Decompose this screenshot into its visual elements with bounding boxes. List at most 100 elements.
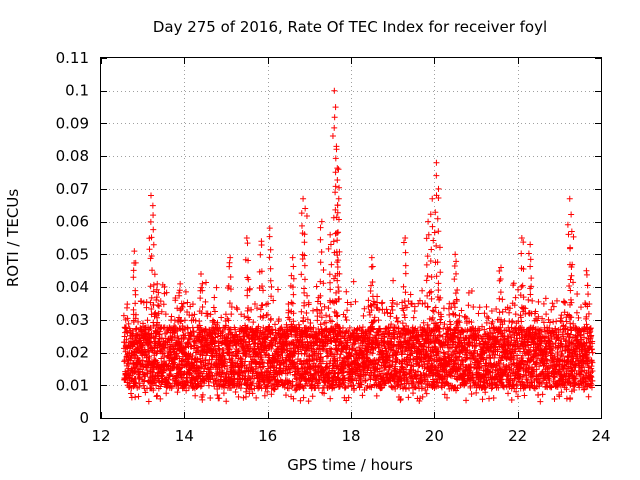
data-point xyxy=(476,304,483,311)
data-point xyxy=(300,314,307,321)
data-point xyxy=(153,382,160,389)
data-point xyxy=(184,299,191,306)
data-point xyxy=(441,350,448,357)
data-point xyxy=(294,344,301,351)
data-point xyxy=(271,386,278,393)
data-point xyxy=(343,317,350,324)
data-point xyxy=(436,332,443,339)
data-point xyxy=(208,372,215,379)
data-point xyxy=(216,395,223,402)
data-point xyxy=(319,358,326,365)
data-point xyxy=(424,378,431,385)
data-point xyxy=(215,345,222,352)
data-point xyxy=(124,360,131,367)
data-point xyxy=(174,305,181,312)
data-point xyxy=(411,344,418,351)
data-point xyxy=(415,368,422,375)
data-point xyxy=(337,351,344,358)
data-point xyxy=(123,328,130,335)
data-point xyxy=(247,343,254,350)
data-point xyxy=(140,382,147,389)
data-point xyxy=(320,339,327,346)
data-point xyxy=(270,297,277,304)
data-point xyxy=(418,384,425,391)
data-point xyxy=(543,311,550,318)
data-point xyxy=(258,354,265,361)
data-point xyxy=(232,326,239,333)
data-point xyxy=(369,350,376,357)
data-point xyxy=(263,368,270,375)
data-point xyxy=(437,319,444,326)
data-point xyxy=(374,299,381,306)
data-point xyxy=(316,376,323,383)
data-point xyxy=(153,393,160,400)
data-point xyxy=(172,295,179,302)
data-point xyxy=(435,287,442,294)
data-point xyxy=(483,319,490,326)
data-point xyxy=(196,369,203,376)
data-point xyxy=(235,393,242,400)
data-point xyxy=(264,382,271,389)
data-point xyxy=(567,395,574,402)
data-point xyxy=(201,365,208,372)
data-point xyxy=(455,324,462,331)
data-point xyxy=(383,306,390,313)
data-point xyxy=(399,299,406,306)
data-point xyxy=(446,325,453,332)
data-point xyxy=(435,348,442,355)
data-point xyxy=(451,304,458,311)
data-point xyxy=(400,385,407,392)
data-point xyxy=(362,377,369,384)
data-point xyxy=(240,369,247,376)
data-point xyxy=(265,324,272,331)
data-point xyxy=(388,321,395,328)
data-point xyxy=(505,390,512,397)
data-point xyxy=(348,359,355,366)
data-point xyxy=(454,350,461,357)
data-point xyxy=(313,364,320,371)
data-point xyxy=(282,392,289,399)
data-point xyxy=(420,319,427,326)
data-point xyxy=(196,318,203,325)
data-point xyxy=(446,318,453,325)
data-point xyxy=(537,398,544,405)
data-point xyxy=(142,389,149,396)
data-point xyxy=(157,325,164,332)
data-point xyxy=(367,331,374,338)
data-point xyxy=(139,357,146,364)
data-point xyxy=(124,315,131,322)
data-point xyxy=(248,306,255,313)
data-point xyxy=(272,335,279,342)
data-point xyxy=(241,313,248,320)
data-point xyxy=(159,350,166,357)
data-point xyxy=(171,322,178,329)
data-point xyxy=(233,331,240,338)
data-point xyxy=(413,375,420,382)
data-point xyxy=(255,323,262,330)
data-point xyxy=(238,311,245,318)
data-point xyxy=(244,307,251,314)
data-point xyxy=(188,356,195,363)
data-point xyxy=(151,379,158,386)
data-point xyxy=(192,392,199,399)
data-point xyxy=(540,300,547,307)
data-point xyxy=(394,301,401,308)
data-point xyxy=(272,327,279,334)
data-point xyxy=(467,383,474,390)
data-point xyxy=(561,299,568,306)
data-point xyxy=(197,383,204,390)
data-point xyxy=(410,314,417,321)
data-point xyxy=(143,298,150,305)
data-point xyxy=(429,307,436,314)
data-point xyxy=(157,395,164,402)
data-point xyxy=(430,308,437,315)
data-point xyxy=(317,310,324,317)
data-point xyxy=(454,371,461,378)
data-point xyxy=(293,375,300,382)
data-point xyxy=(417,395,424,402)
data-point xyxy=(172,356,179,363)
data-point xyxy=(446,361,453,368)
data-point xyxy=(218,314,225,321)
data-point xyxy=(267,315,274,322)
data-point xyxy=(440,349,447,356)
